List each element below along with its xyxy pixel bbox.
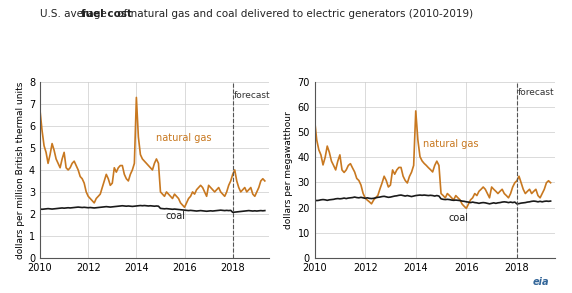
Text: forecast: forecast xyxy=(518,88,555,97)
Text: natural gas: natural gas xyxy=(156,133,211,143)
Text: U.S. average: U.S. average xyxy=(40,9,110,19)
Text: eia: eia xyxy=(533,277,549,287)
Y-axis label: dollars per megawatthour: dollars per megawatthour xyxy=(284,111,293,229)
Text: forecast: forecast xyxy=(234,91,271,100)
Text: of natural gas and coal delivered to electric generators (2010-2019): of natural gas and coal delivered to ele… xyxy=(114,9,473,19)
Text: coal: coal xyxy=(448,213,468,224)
Text: coal: coal xyxy=(165,211,185,222)
Text: fuel cost: fuel cost xyxy=(81,9,132,19)
Text: natural gas: natural gas xyxy=(423,139,479,149)
Y-axis label: dollars per million British thermal units: dollars per million British thermal unit… xyxy=(16,81,25,259)
